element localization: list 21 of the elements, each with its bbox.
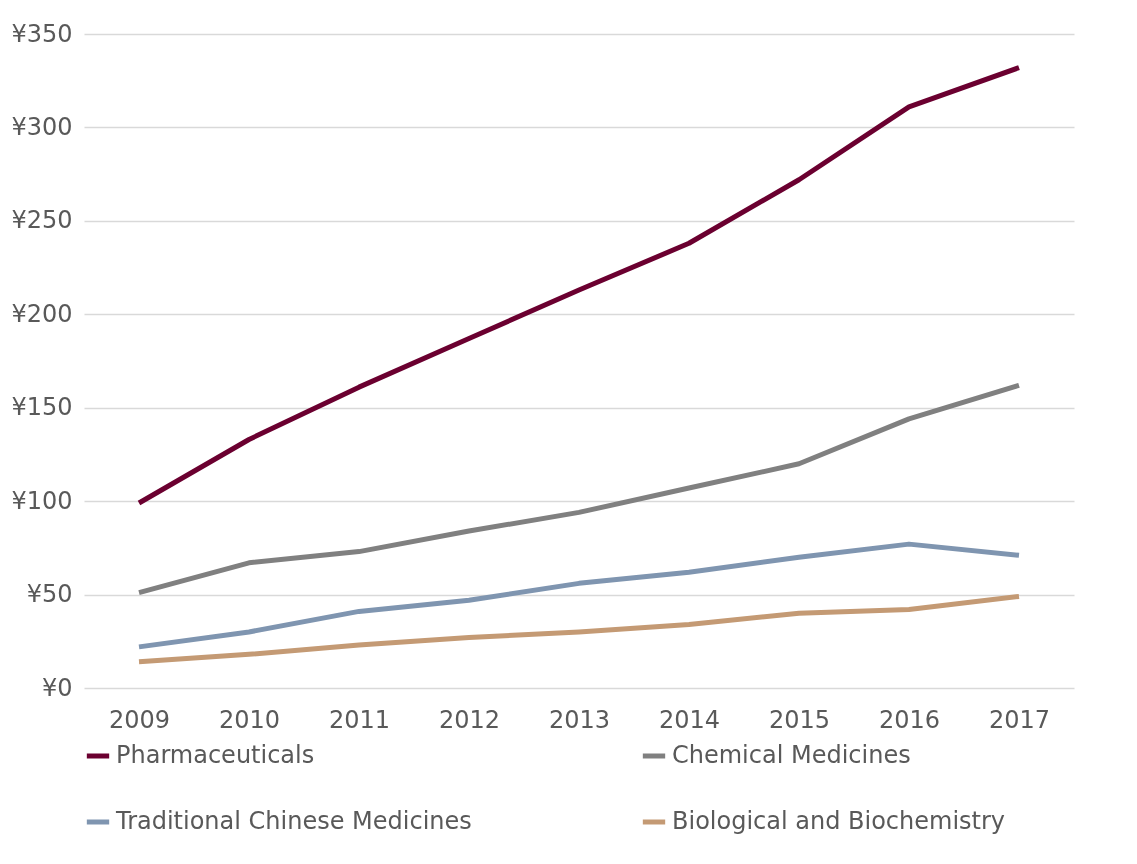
- x-tick-label: 2015: [768, 705, 831, 734]
- y-tick-label: ¥300: [11, 112, 73, 141]
- y-tick-label: ¥150: [11, 393, 73, 422]
- y-tick-label: ¥0: [41, 673, 73, 702]
- x-tick-label: 2017: [988, 705, 1051, 734]
- x-tick-label: 2013: [548, 705, 611, 734]
- x-tick-label: 2014: [658, 705, 721, 734]
- x-tick-label: 2011: [328, 705, 391, 734]
- legend-label: Pharmaceuticals: [116, 741, 315, 769]
- y-tick-label: ¥100: [11, 486, 73, 515]
- y-tick-label: ¥250: [11, 206, 73, 235]
- x-tick-label: 2010: [218, 705, 281, 734]
- x-tick-label: 2016: [878, 705, 941, 734]
- y-tick-label: ¥350: [11, 19, 73, 48]
- y-tick-label: ¥200: [11, 299, 73, 328]
- legend-label: Chemical Medicines: [672, 741, 911, 769]
- legend-label: Biological and Biochemistry: [672, 807, 1006, 835]
- legend-label: Traditional Chinese Medicines: [115, 807, 472, 835]
- x-tick-label: 2009: [108, 705, 171, 734]
- x-tick-label: 2012: [438, 705, 501, 734]
- y-tick-label: ¥50: [26, 580, 73, 609]
